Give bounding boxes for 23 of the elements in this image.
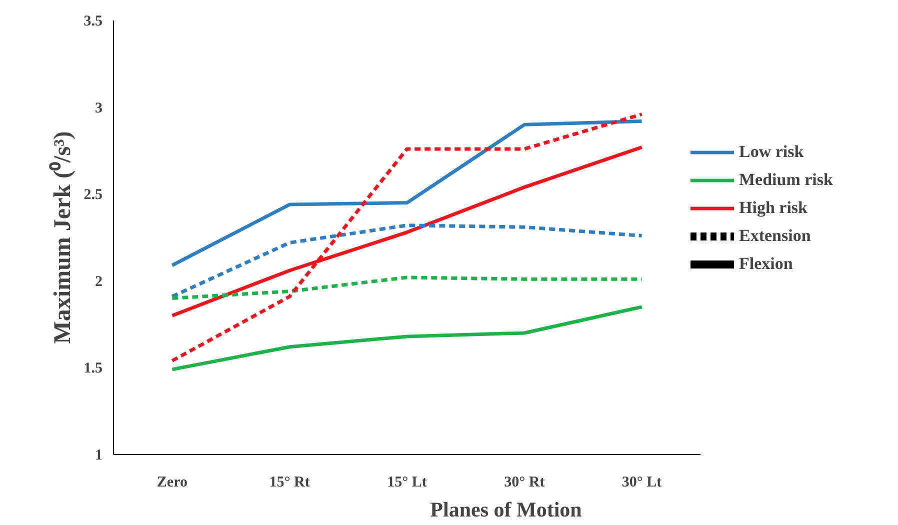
line-series [170, 224, 644, 298]
y-tick-label: 3.5 [84, 14, 102, 30]
text: Extension [739, 226, 811, 246]
x-tick-label: 30° Rt [504, 474, 545, 490]
x-tick-label: 15° Lt [387, 474, 427, 490]
y-tick-label: 1 [95, 448, 102, 464]
y-tick-label: 2 [95, 274, 102, 290]
y-tick-label: 1.5 [84, 360, 102, 377]
y-axis-title: Maximum Jerk (⁰/s³) [48, 131, 76, 344]
line-series [170, 276, 644, 300]
x-tick-label: 30° Lt [622, 474, 662, 490]
legend-label: Low risk [739, 142, 804, 162]
text: Flexion [739, 254, 793, 274]
legend-label: Medium risk [739, 170, 833, 190]
line-series [170, 119, 644, 268]
line-series [170, 305, 644, 372]
y-tick-label: 2.5 [84, 187, 102, 204]
x-tick-label: Zero [156, 474, 188, 490]
line-series [170, 112, 644, 363]
x-axis-title: Planes of Motion [430, 498, 582, 522]
x-tick-label: 15° Rt [269, 474, 310, 490]
legend-label: High risk [739, 198, 808, 218]
y-tick-label: 3 [95, 100, 102, 116]
